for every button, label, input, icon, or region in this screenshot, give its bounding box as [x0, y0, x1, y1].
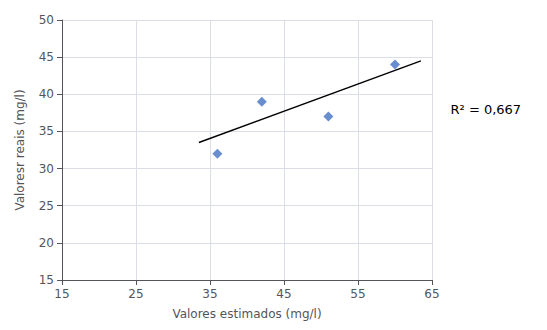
- svg-text:45: 45: [276, 287, 291, 301]
- svg-text:30: 30: [39, 162, 54, 176]
- svg-text:25: 25: [128, 287, 143, 301]
- svg-text:40: 40: [39, 87, 54, 101]
- svg-text:45: 45: [39, 50, 54, 64]
- svg-text:R² = 0,667: R² = 0,667: [451, 102, 522, 117]
- svg-text:65: 65: [424, 287, 439, 301]
- svg-text:25: 25: [39, 199, 54, 213]
- svg-text:55: 55: [350, 287, 365, 301]
- svg-text:Valoresr reais (mg/l): Valoresr reais (mg/l): [13, 89, 27, 210]
- svg-text:15: 15: [39, 273, 54, 287]
- svg-text:Valores estimados (mg/l): Valores estimados (mg/l): [172, 307, 321, 321]
- svg-text:50: 50: [39, 13, 54, 27]
- svg-text:35: 35: [202, 287, 217, 301]
- svg-text:20: 20: [39, 236, 54, 250]
- svg-text:15: 15: [54, 287, 69, 301]
- svg-text:35: 35: [39, 124, 54, 138]
